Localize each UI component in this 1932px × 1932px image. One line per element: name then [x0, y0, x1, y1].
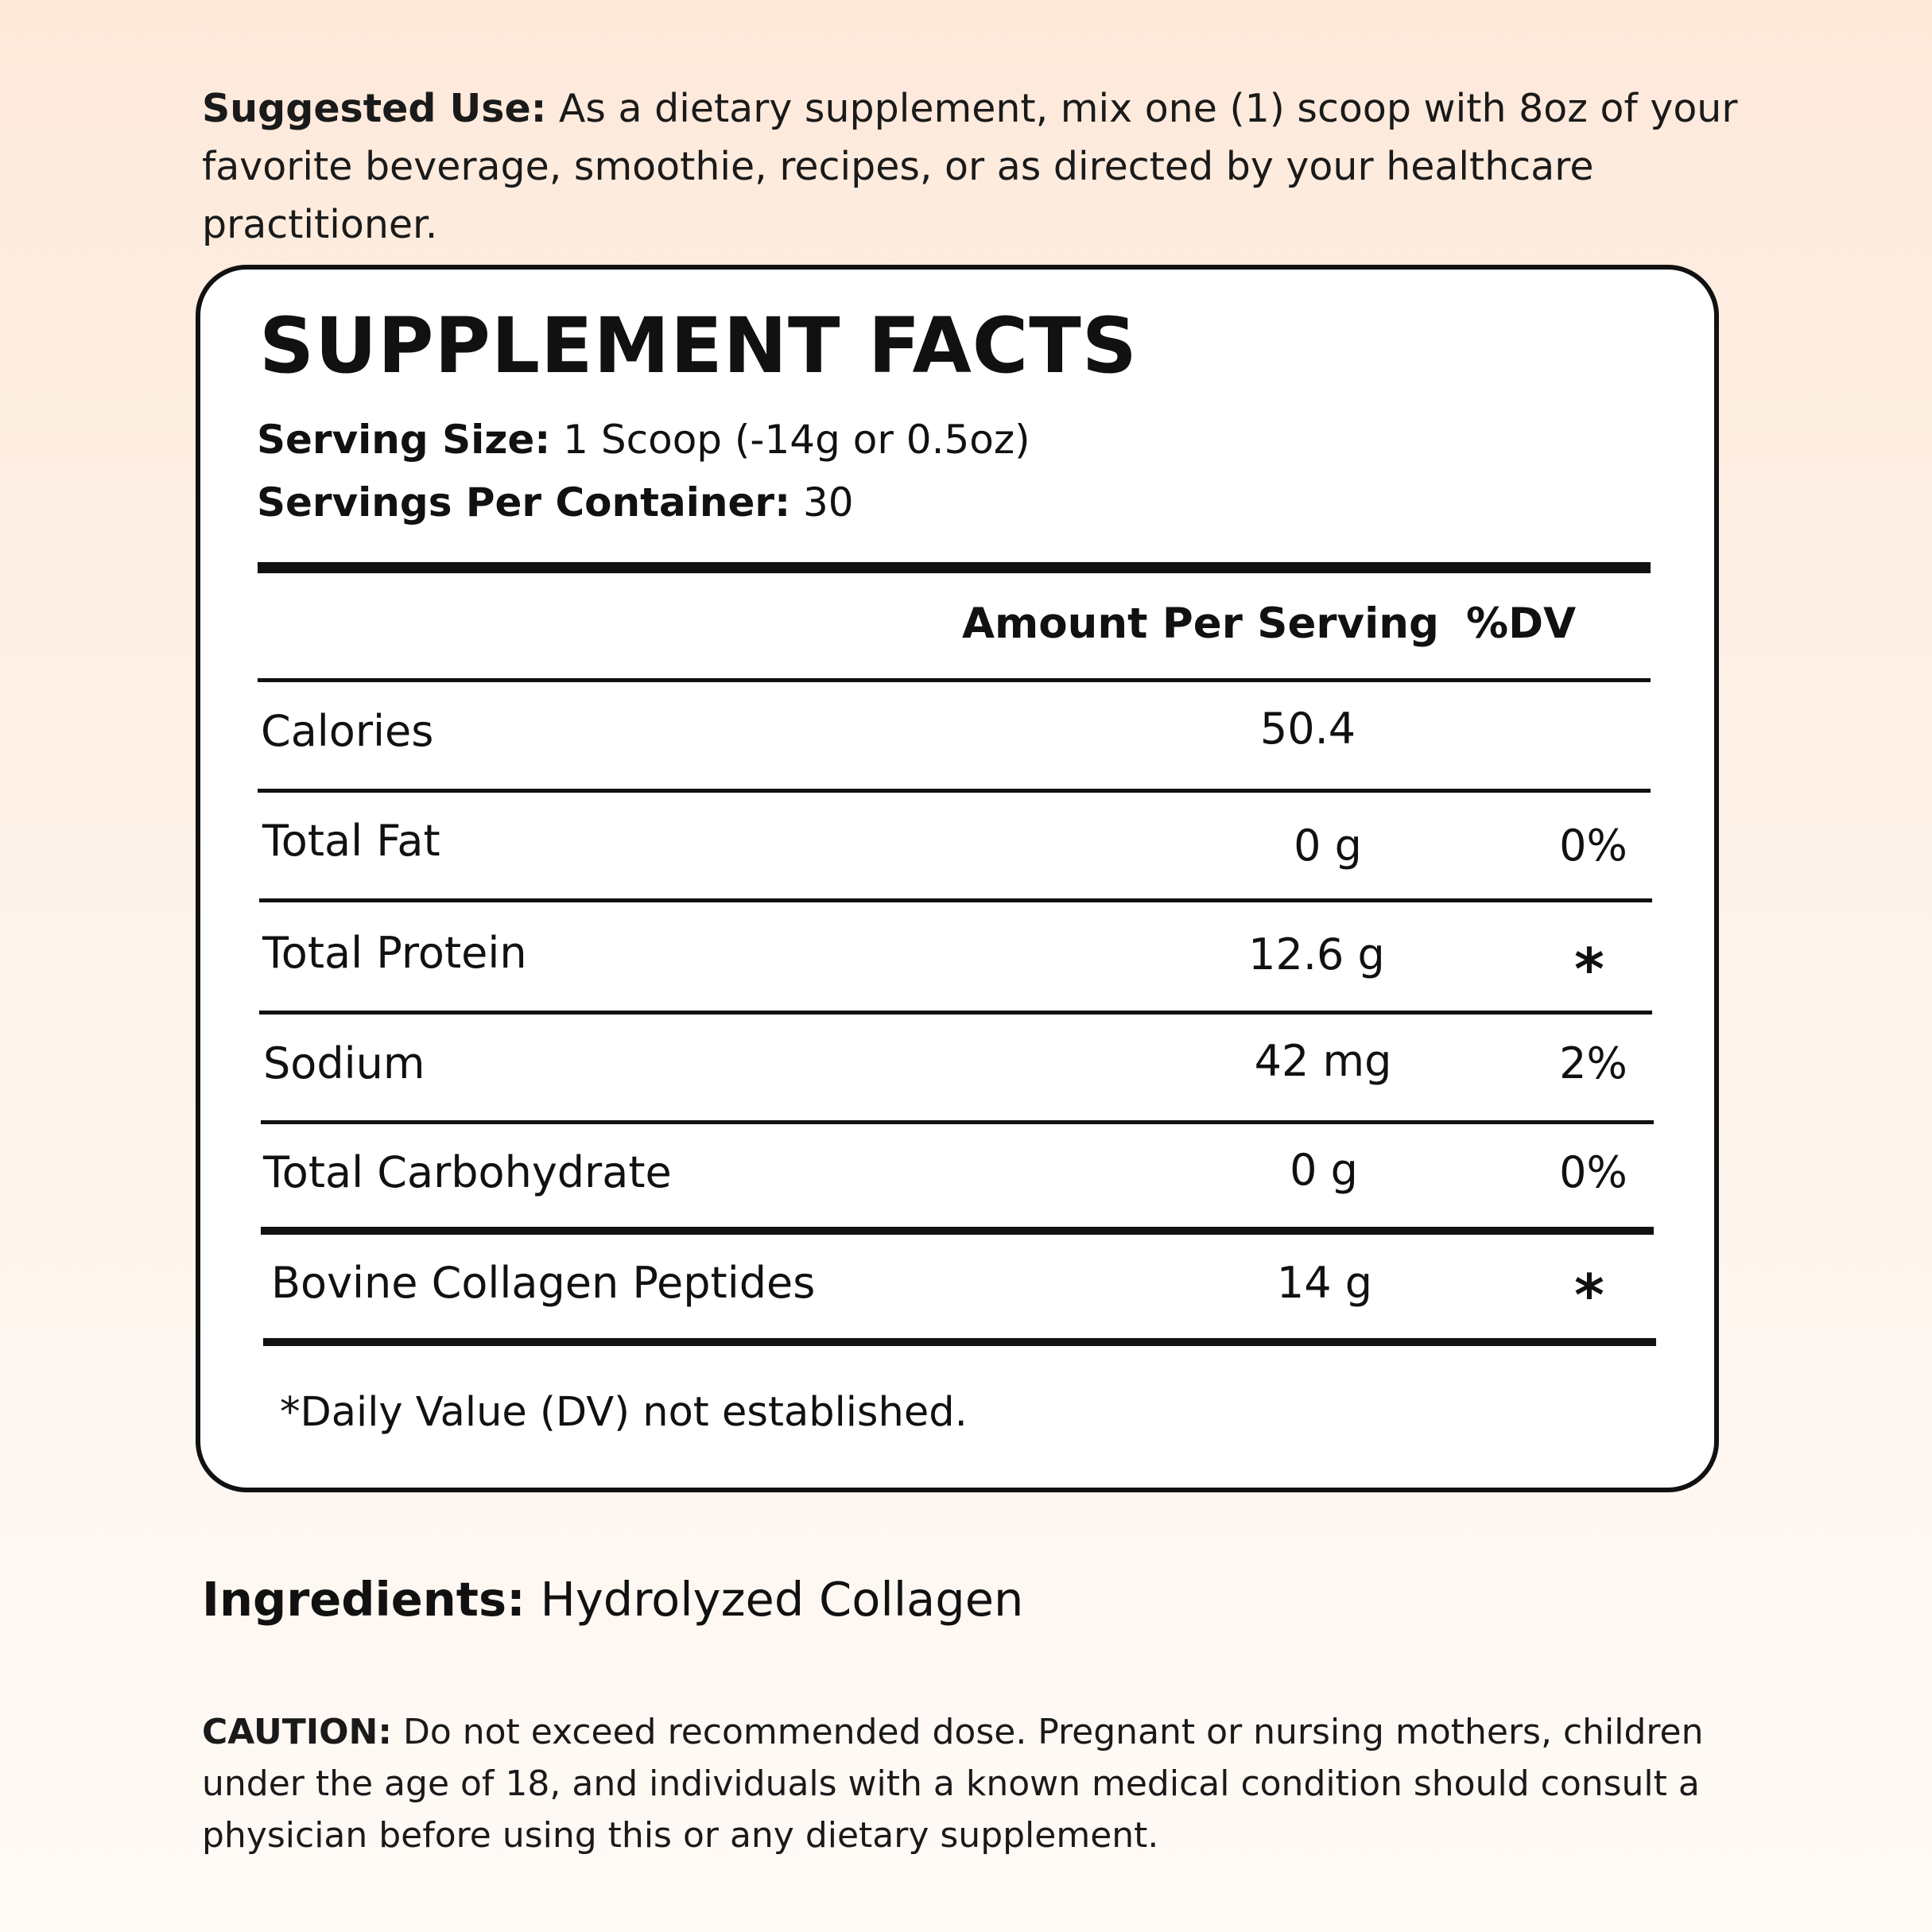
- suggested-use-label: Suggested Use:: [202, 86, 547, 131]
- row-name-sodium: Sodium: [263, 1038, 425, 1088]
- thick-divider-top: [258, 562, 1651, 573]
- caution-body: Do not exceed recommended dose. Pregnant…: [202, 1712, 1704, 1856]
- row-dv-bovine-collagen-peptides: *: [1574, 1262, 1604, 1329]
- header-divider: [258, 678, 1651, 682]
- serving-size-label: Serving Size:: [257, 417, 551, 463]
- servings-per-container-value: 30: [802, 479, 854, 526]
- daily-value-footnote: *Daily Value (DV) not established.: [280, 1389, 968, 1436]
- row-dv-sodium: 2%: [1559, 1038, 1627, 1088]
- row-name-bovine-collagen-peptides: Bovine Collagen Peptides: [271, 1258, 816, 1308]
- row-name-total-protein: Total Protein: [262, 928, 527, 978]
- caution-text: CAUTION: Do not exceed recommended dose.…: [202, 1706, 1816, 1861]
- serving-size: Serving Size: 1 Scoop (-14g or 0.5oz): [257, 416, 1030, 464]
- ingredients-label: Ingredients:: [202, 1572, 526, 1627]
- row-amount-calories: 50.4: [1259, 704, 1356, 754]
- row-name-total-fat: Total Fat: [262, 816, 440, 866]
- column-header-amount: Amount Per Serving: [962, 599, 1439, 648]
- row-amount-bovine-collagen-peptides: 14 g: [1276, 1258, 1373, 1308]
- servings-per-container: Servings Per Container: 30: [257, 479, 854, 526]
- ingredients-value: Hydrolyzed Collagen: [540, 1572, 1024, 1627]
- row-name-total-carbohydrate: Total Carbohydrate: [263, 1147, 672, 1197]
- row-amount-total-carbohydrate: 0 g: [1290, 1145, 1358, 1195]
- serving-size-value: 1 Scoop (-14g or 0.5oz): [563, 417, 1030, 463]
- ingredients-line: Ingredients: Hydrolyzed Collagen: [202, 1571, 1023, 1628]
- row-amount-sodium: 42 mg: [1254, 1036, 1392, 1086]
- row-amount-total-fat: 0 g: [1294, 821, 1362, 871]
- row-divider: [259, 1011, 1652, 1014]
- suggested-use-body: As a dietary supplement, mix one (1) sco…: [202, 86, 1738, 247]
- thick-divider-middle: [261, 1227, 1654, 1235]
- servings-per-container-label: Servings Per Container:: [257, 479, 791, 526]
- row-dv-total-protein: *: [1574, 936, 1604, 1003]
- row-divider: [258, 789, 1651, 793]
- row-dv-total-fat: 0%: [1559, 821, 1627, 871]
- thick-divider-bottom: [263, 1338, 1656, 1346]
- row-divider: [259, 898, 1652, 902]
- caution-label: CAUTION:: [202, 1712, 392, 1752]
- suggested-use-text: Suggested Use: As a dietary supplement, …: [202, 80, 1832, 254]
- row-name-calories: Calories: [261, 706, 434, 756]
- column-header-dv: %DV: [1466, 599, 1577, 648]
- supplement-facts-panel: [196, 265, 1719, 1492]
- supplement-facts-title: SUPPLEMENT FACTS: [259, 301, 1138, 390]
- row-dv-total-carbohydrate: 0%: [1559, 1147, 1627, 1197]
- row-divider: [261, 1120, 1654, 1124]
- row-amount-total-protein: 12.6 g: [1248, 929, 1385, 980]
